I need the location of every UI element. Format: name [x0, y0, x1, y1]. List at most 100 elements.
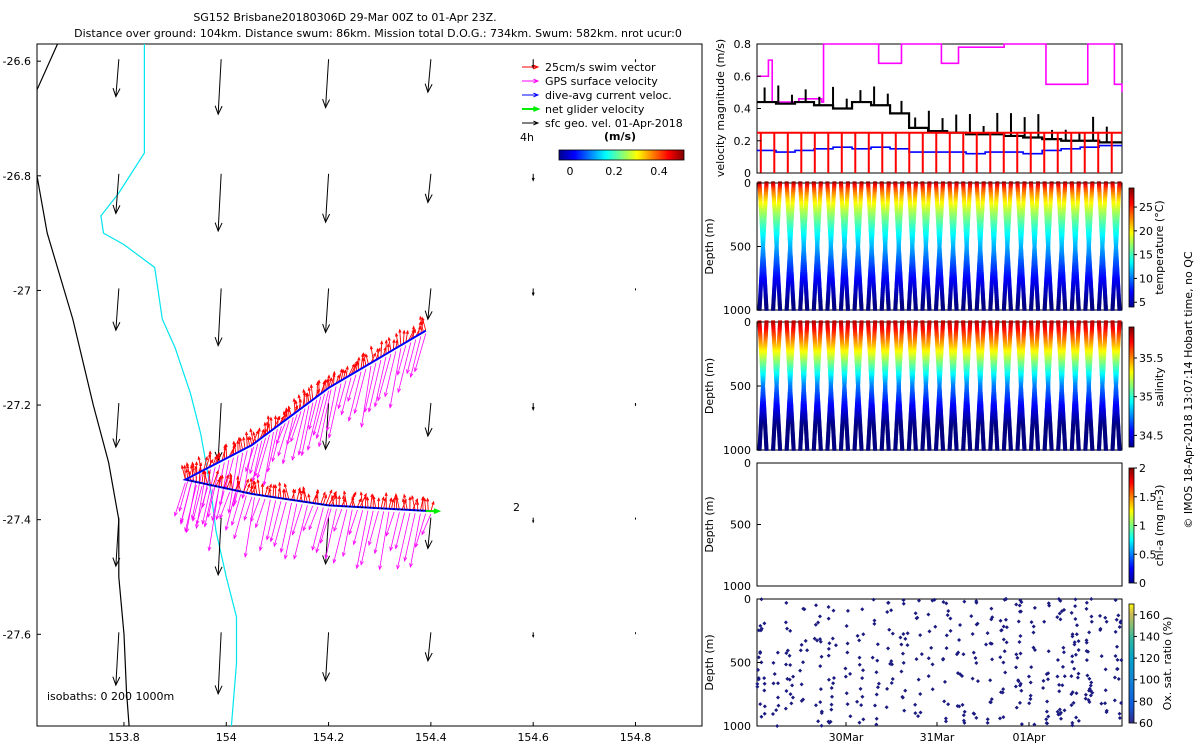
profile-sample: [1042, 305, 1047, 310]
profile-sample: [1083, 181, 1088, 185]
profile-sample: [789, 224, 794, 228]
swim-vector-arrow: [224, 443, 228, 459]
profile-sample: [853, 288, 858, 292]
profile-sample: [764, 322, 769, 326]
profile-sample: [962, 286, 967, 290]
profile-sample: [1056, 181, 1061, 185]
map-colorbar-tick: 0.2: [605, 165, 623, 178]
profile-sample: [828, 236, 833, 240]
profile-sample: [803, 213, 808, 217]
profile-sample: [1048, 295, 1053, 299]
profile-sample: [1110, 307, 1115, 311]
profile-sample: [1003, 213, 1008, 217]
profile-sample: [975, 288, 980, 292]
profile-sample: [853, 202, 858, 206]
profile-sample: [791, 442, 796, 446]
swim-vector-arrow: [369, 345, 374, 362]
profile-sample: [817, 202, 822, 206]
profile-sample: [1076, 298, 1081, 302]
profile-sample: [844, 277, 849, 281]
profile-sample: [899, 190, 904, 194]
profile-sample: [927, 184, 932, 189]
profile-sample: [776, 288, 781, 292]
profile-sample: [884, 225, 889, 230]
profile-sample: [949, 279, 954, 283]
profile-sample: [775, 222, 780, 226]
profile-sample: [951, 254, 956, 258]
geo-velocity-arrow: [531, 403, 535, 411]
profile-sample: [804, 332, 809, 337]
profile-sample: [884, 268, 889, 272]
profile-sample: [1076, 302, 1081, 306]
profile-sample: [817, 291, 822, 295]
profile-sample: [830, 220, 835, 224]
profile-sample: [910, 247, 915, 251]
profile-sample: [831, 190, 836, 194]
profile-sample: [803, 415, 808, 419]
profile-sample: [1073, 241, 1078, 246]
profile-sample: [1116, 295, 1121, 299]
profile-sample: [826, 195, 831, 199]
profile-sample: [759, 266, 764, 270]
profile-sample: [1032, 252, 1037, 256]
profile-sample: [787, 404, 792, 408]
swim-vector-arrow: [376, 347, 380, 359]
profile-sample: [845, 307, 850, 311]
profile-sample: [759, 277, 764, 281]
profile-sample: [1100, 243, 1105, 247]
profile-sample: [882, 264, 887, 269]
profile-sample: [953, 206, 958, 210]
profile-sample: [786, 406, 791, 410]
gps-velocity-arrow: [394, 512, 406, 550]
gps-velocity-arrow: [414, 513, 427, 548]
profile-sample: [790, 435, 795, 439]
profile-sample: [885, 289, 890, 294]
profile-sample: [993, 282, 998, 286]
profile-sample: [989, 202, 994, 206]
profile-sample: [1085, 224, 1090, 228]
profile-sample: [773, 365, 778, 369]
profile-sample: [870, 268, 875, 272]
profile-sample: [1001, 183, 1006, 187]
profile-sample: [799, 284, 804, 288]
swim-vector-arrow: [256, 478, 261, 496]
profile-sample: [772, 338, 777, 342]
profile-sample: [801, 374, 806, 378]
profile-sample: [763, 199, 768, 203]
profile-sample: [803, 410, 808, 414]
profile-sample: [1113, 243, 1118, 247]
profile-sample: [857, 266, 862, 270]
profile-sample: [1115, 277, 1120, 281]
profile-sample: [937, 236, 942, 240]
profile-sample: [882, 232, 887, 237]
profile-sample: [831, 298, 836, 302]
profile-sample: [1071, 272, 1076, 276]
profile-sample: [775, 264, 780, 269]
profile-sample: [935, 202, 940, 206]
profile-sample: [763, 436, 768, 441]
profile-sample: [923, 243, 928, 247]
profile-sample: [994, 204, 999, 208]
profile-sample: [1008, 295, 1013, 299]
gps-velocity-arrow: [333, 508, 343, 532]
profile-sample: [867, 204, 872, 208]
profile-sample: [924, 248, 929, 253]
profile-sample: [1071, 277, 1076, 281]
profile-sample: [894, 280, 899, 285]
profile-sample: [790, 282, 795, 286]
profile-sample: [840, 215, 845, 219]
profile-sample: [789, 211, 794, 215]
profile-sample: [841, 234, 846, 238]
profile-sample: [1034, 273, 1039, 278]
profile-sample: [761, 256, 766, 260]
profile-sample: [1045, 241, 1050, 246]
profile-sample: [896, 231, 901, 235]
profile-sample: [803, 206, 808, 210]
profile-sample: [976, 279, 981, 283]
profile-sample: [790, 293, 795, 297]
profile-sample: [761, 254, 766, 258]
profile-sample: [785, 199, 790, 203]
profile-sample: [951, 261, 956, 265]
profile-sample: [926, 286, 931, 290]
profile-sample: [1116, 197, 1121, 201]
